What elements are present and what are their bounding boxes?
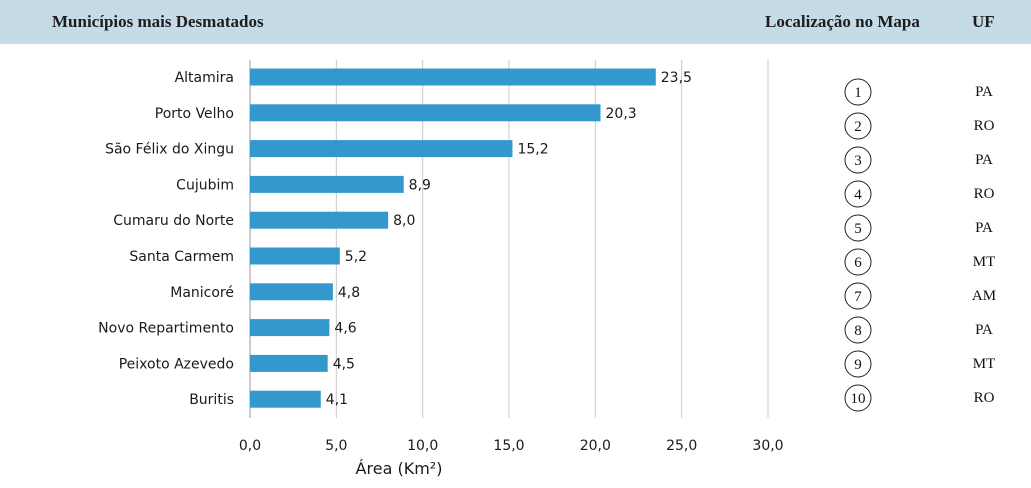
uf-value: AM (972, 288, 996, 304)
uf-value: RO (974, 390, 995, 406)
map-location-circle (844, 180, 872, 208)
bar (250, 319, 330, 337)
uf-value: MT (973, 254, 996, 270)
x-tick-label: 25,0 (666, 438, 697, 454)
x-tick-labels: 0,0 5,0 10,0 15,0 20,0 25,0 30,0 (239, 438, 784, 454)
value-label: 4,6 (334, 321, 356, 337)
map-location-circle (844, 350, 872, 378)
category-label: Porto Velho (155, 106, 234, 122)
map-location-number: 10 (851, 391, 866, 407)
value-label: 4,1 (326, 392, 348, 408)
category-label: Novo Repartimento (98, 321, 234, 337)
bars (250, 68, 656, 408)
page-title: Municípios mais Desmatados (52, 12, 264, 31)
x-tick-label: 0,0 (239, 438, 261, 454)
map-location-number: 7 (854, 289, 862, 305)
value-label: 20,3 (606, 106, 637, 122)
uf-column-header: UF (972, 12, 995, 31)
bar (250, 68, 656, 86)
bar (250, 390, 321, 408)
bar (250, 283, 333, 301)
x-tick-label: 30,0 (752, 438, 783, 454)
map-location-number: 5 (854, 221, 862, 237)
bar (250, 247, 340, 265)
map-location-number: 9 (854, 357, 862, 373)
x-tick-label: 20,0 (580, 438, 611, 454)
uf-value: PA (975, 152, 993, 168)
category-label: Cujubim (176, 177, 234, 193)
value-label: 4,8 (338, 285, 360, 301)
value-label: 8,0 (393, 213, 415, 229)
category-label: Buritis (189, 392, 234, 408)
value-labels: 23,5 20,3 15,2 8,9 8,0 5,2 4,8 4,6 4,5 4,1 (326, 70, 692, 408)
map-location-number: 8 (854, 323, 862, 339)
uf-value: RO (974, 186, 995, 202)
category-label: Peixoto Azevedo (119, 356, 234, 372)
category-label: Altamira (175, 70, 234, 86)
map-location-circle (844, 112, 872, 140)
map-location-number: 4 (854, 187, 862, 203)
header-bar: Municípios mais Desmatados Localização n… (0, 0, 1031, 44)
bar (250, 211, 389, 229)
map-location-number: 3 (854, 153, 862, 169)
category-label: Manicoré (170, 285, 234, 301)
bar (250, 175, 404, 193)
uf-value: MT (973, 356, 996, 372)
value-label: 23,5 (661, 70, 692, 86)
map-location-circle (844, 146, 872, 174)
uf-value: PA (975, 220, 993, 236)
map-location-circle (844, 248, 872, 276)
bar (250, 104, 601, 122)
x-tick-label: 5,0 (325, 438, 347, 454)
map-location-circle (844, 78, 872, 106)
map-location-circle (844, 384, 872, 412)
x-axis-title: Área (Km²) (356, 459, 443, 478)
bar (250, 140, 513, 158)
map-location-number: 1 (854, 85, 862, 101)
location-column-header: Localização no Mapa (765, 12, 920, 31)
map-location-circle (844, 282, 872, 310)
map-location-number: 6 (854, 255, 862, 271)
value-label: 5,2 (345, 249, 367, 265)
category-label: São Félix do Xingu (105, 142, 234, 158)
map-location-circle (844, 214, 872, 242)
category-label: Santa Carmem (129, 249, 234, 265)
value-label: 15,2 (517, 142, 548, 158)
value-label: 8,9 (409, 177, 431, 193)
value-label: 4,5 (333, 356, 355, 372)
uf-value: PA (975, 322, 993, 338)
category-label: Cumaru do Norte (113, 213, 234, 229)
location-table: 1 PA 2 RO 3 PA 4 RO 5 PA 6 MT 7 AM 8 PA 9 MT 10 RO (844, 78, 996, 412)
uf-value: RO (974, 118, 995, 134)
map-location-circle (844, 316, 872, 344)
x-tick-label: 10,0 (407, 438, 438, 454)
category-labels: Altamira Porto Velho São Félix do Xingu Cuj… (98, 70, 234, 408)
x-tick-label: 15,0 (493, 438, 524, 454)
map-location-number: 2 (854, 119, 862, 135)
bar (250, 354, 328, 372)
uf-value: PA (975, 84, 993, 100)
